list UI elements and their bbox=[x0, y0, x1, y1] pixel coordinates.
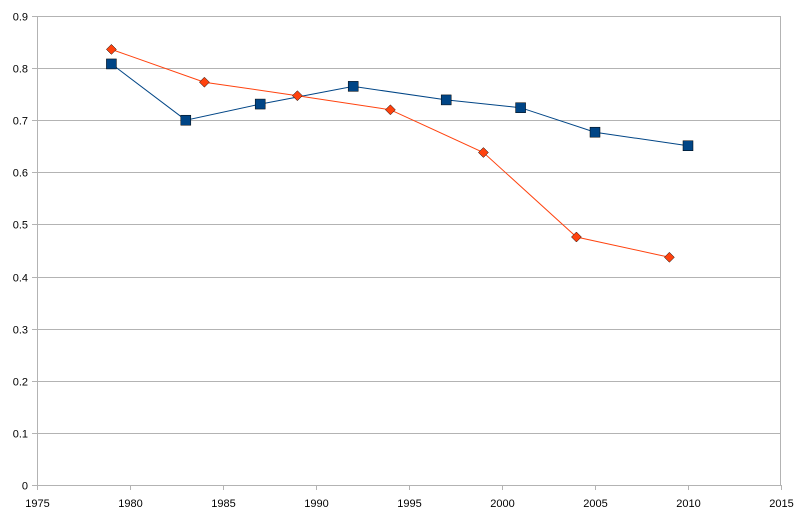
y-tick-label: 0.9 bbox=[13, 12, 28, 24]
series-2-point bbox=[571, 231, 582, 243]
x-tick-label: 1985 bbox=[211, 498, 235, 510]
x-tick-label: 1975 bbox=[25, 498, 49, 510]
series-1-point bbox=[347, 81, 359, 92]
y-tick-label: 0.6 bbox=[13, 168, 28, 180]
x-tick-label: 2000 bbox=[490, 498, 514, 510]
y-tick-label: 0 bbox=[22, 481, 28, 493]
y-tick-label: 0.1 bbox=[13, 429, 28, 441]
series-2-point bbox=[478, 147, 489, 158]
series-1-point bbox=[682, 140, 694, 152]
x-tick-label: 2015 bbox=[769, 498, 793, 510]
series-1-point bbox=[515, 102, 526, 113]
plot-area bbox=[37, 16, 781, 485]
series-layer bbox=[106, 44, 694, 263]
series-1-point bbox=[440, 94, 452, 106]
x-tick-label: 1990 bbox=[304, 498, 328, 510]
y-tick-label: 0.4 bbox=[13, 273, 28, 285]
series-1-line bbox=[111, 63, 689, 147]
series-2-point bbox=[385, 104, 396, 116]
y-tick-label: 0.3 bbox=[13, 325, 28, 337]
series-2-point bbox=[664, 251, 675, 263]
series-1-point bbox=[106, 58, 117, 70]
series-2-point bbox=[199, 76, 210, 88]
axes bbox=[32, 16, 782, 490]
series-2-point bbox=[292, 90, 303, 102]
y-tick-label: 0.7 bbox=[13, 116, 28, 128]
y-tick-label: 0.2 bbox=[13, 377, 28, 389]
series-1-point bbox=[589, 126, 601, 138]
series-1-point bbox=[180, 114, 192, 126]
y-tick-label: 0.8 bbox=[13, 64, 28, 76]
y-tick-labels: 0 0.1 0.2 0.3 0.4 0.5 0.6 0.7 0.8 0.9 bbox=[13, 12, 28, 493]
gridlines bbox=[37, 16, 781, 434]
x-tick-label: 2005 bbox=[583, 498, 607, 510]
x-tick-labels: 1975 1980 1985 1990 1995 2000 2005 2010 2015 bbox=[25, 498, 793, 510]
x-tick-label: 1980 bbox=[118, 498, 142, 510]
x-tick-label: 2010 bbox=[676, 498, 700, 510]
series-2-point bbox=[106, 44, 117, 55]
x-tick-label: 1995 bbox=[397, 498, 421, 510]
series-1-point bbox=[254, 98, 266, 110]
y-tick-label: 0.5 bbox=[13, 220, 28, 232]
